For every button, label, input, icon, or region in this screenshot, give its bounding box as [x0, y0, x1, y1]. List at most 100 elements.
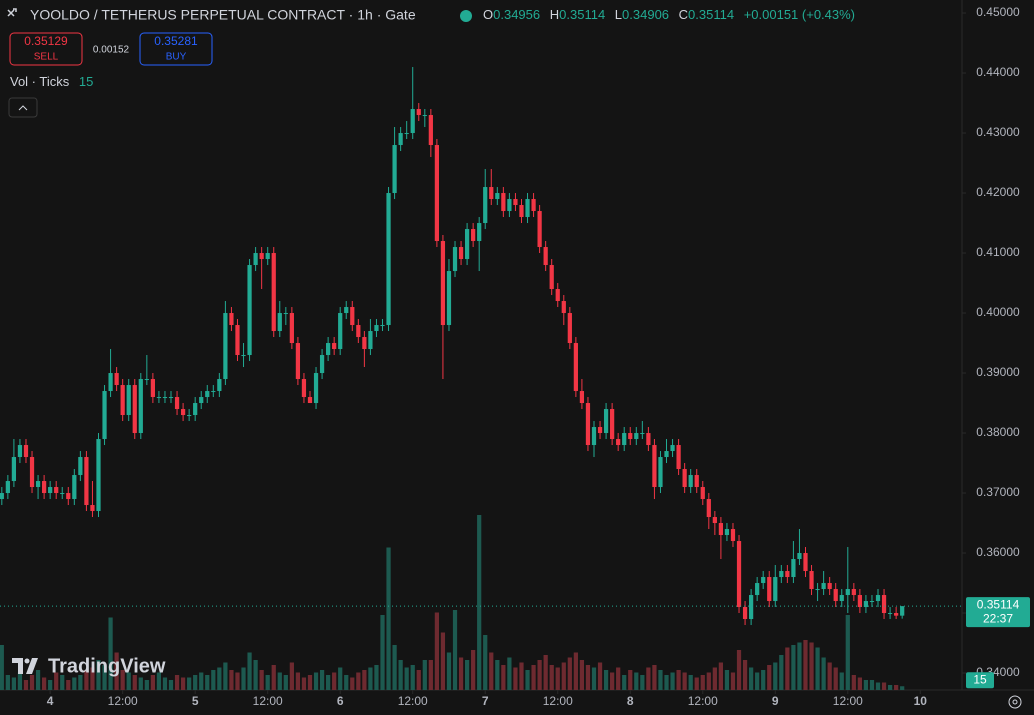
volume-bar — [0, 645, 4, 690]
volume-bar — [603, 670, 609, 690]
chart-title: YOOLDO / TETHERUS PERPETUAL CONTRACT · 1… — [30, 7, 416, 23]
ohlc-value: 0.35114 — [688, 7, 734, 22]
volume-bar — [307, 675, 313, 690]
candle-body — [803, 553, 808, 572]
candle-body — [247, 265, 252, 356]
candle-body — [634, 433, 639, 440]
volume-bar — [410, 665, 415, 690]
candle-body — [477, 223, 482, 242]
volume-legend: Vol · Ticks 15 — [10, 74, 93, 89]
x-tick-label: 12:00 — [398, 694, 428, 708]
volume-bar — [591, 667, 597, 690]
x-tick-label: 8 — [627, 694, 634, 708]
settings-hub[interactable] — [1012, 699, 1018, 705]
candle-body — [851, 589, 856, 596]
logo: TradingView — [12, 655, 166, 677]
volume-bar — [326, 675, 331, 690]
candle-body — [138, 379, 143, 434]
sell-label[interactable]: SELL — [34, 52, 59, 63]
volume-bar — [452, 610, 458, 690]
status-dot — [460, 10, 472, 22]
volume-bar — [223, 662, 228, 690]
candle-body — [350, 307, 355, 326]
candle-body — [507, 199, 512, 212]
volume-bar — [380, 615, 385, 690]
candle-body — [422, 115, 427, 117]
volume-bar — [108, 617, 113, 690]
volume-bar — [241, 667, 246, 690]
volume-bar — [549, 665, 554, 690]
volume-bar — [863, 680, 869, 690]
candle-body — [622, 433, 627, 446]
volume-bar — [791, 645, 796, 690]
candle-body — [374, 325, 379, 332]
candle-body — [900, 606, 905, 616]
collapse-button[interactable] — [8, 97, 38, 118]
candle-body — [96, 439, 101, 512]
volume-bar — [767, 665, 772, 690]
volume-bar — [887, 685, 893, 690]
candle-body — [187, 415, 192, 417]
buy-label[interactable]: BUY — [166, 52, 187, 63]
volume-bar — [779, 655, 784, 690]
volume-bar — [567, 657, 572, 690]
candle-body — [845, 589, 850, 596]
buy-button[interactable]: 0.35281 BUY — [139, 32, 213, 66]
collapse-box[interactable] — [8, 97, 38, 118]
volume-bar — [640, 675, 645, 690]
x-tick-label: 7 — [482, 694, 489, 708]
candle-body — [332, 343, 337, 350]
volume-bar — [513, 667, 518, 690]
volume-bar — [718, 662, 724, 690]
x-tick-label: 5 — [192, 694, 199, 708]
candle-body — [894, 613, 899, 616]
y-tick-label: 0.37000 — [976, 485, 1020, 499]
candle-body — [229, 313, 234, 326]
candle-body — [809, 571, 814, 590]
ohlc-legend: O0.34956 H0.35114 L0.34906 C0.35114 +0.0… — [483, 7, 855, 22]
candle-body — [326, 343, 331, 356]
candle-body — [887, 613, 893, 615]
volume-bar — [199, 672, 204, 690]
settings-ring[interactable] — [1008, 695, 1022, 709]
settings-icon[interactable] — [1008, 695, 1022, 709]
buy-box[interactable] — [139, 32, 213, 66]
candle-body — [23, 445, 29, 458]
candle-body — [404, 133, 409, 135]
candle-body — [150, 379, 155, 398]
candle-body — [132, 385, 137, 434]
collapse-icon[interactable] — [18, 105, 28, 111]
volume-bar — [797, 642, 802, 690]
volume-bar — [525, 670, 530, 690]
volume-bar — [156, 672, 162, 690]
volume-bar — [23, 680, 29, 690]
volume-bar — [573, 652, 578, 690]
candle-body — [5, 481, 10, 494]
x-tick-label: 10 — [914, 694, 928, 708]
buy-price[interactable]: 0.35281 — [154, 34, 198, 48]
last-price-box — [966, 597, 1030, 628]
sell-button[interactable]: 0.35129 SELL — [9, 32, 83, 66]
sell-box[interactable] — [9, 32, 83, 66]
candle-body — [525, 199, 530, 218]
volume-bar — [205, 675, 210, 690]
candle-body — [797, 553, 802, 560]
volume-bar — [138, 677, 143, 690]
countdown-label: 22:37 — [983, 611, 1013, 625]
sell-price[interactable]: 0.35129 — [24, 34, 68, 48]
candle-body — [519, 205, 524, 218]
candle-body — [549, 265, 554, 290]
volume-bar — [742, 660, 748, 690]
candle-body — [78, 457, 83, 476]
last-volume-box — [966, 672, 994, 689]
volume-bar — [72, 677, 77, 690]
candle-body — [718, 523, 724, 536]
volume-bar — [875, 682, 881, 690]
candle-body — [591, 427, 597, 446]
volume-bar — [229, 670, 234, 690]
volume-bar — [332, 672, 337, 690]
candle-body — [217, 379, 222, 392]
ohlc-value: 0.34906 — [622, 7, 669, 22]
candle-body — [489, 187, 494, 200]
